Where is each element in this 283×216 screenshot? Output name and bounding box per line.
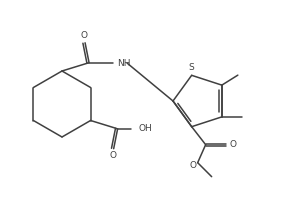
Text: O: O (189, 161, 196, 170)
Text: OH: OH (139, 124, 152, 133)
Text: NH: NH (117, 59, 130, 67)
Text: O: O (80, 32, 87, 41)
Text: O: O (229, 140, 236, 149)
Text: S: S (189, 63, 194, 72)
Text: O: O (109, 151, 116, 160)
